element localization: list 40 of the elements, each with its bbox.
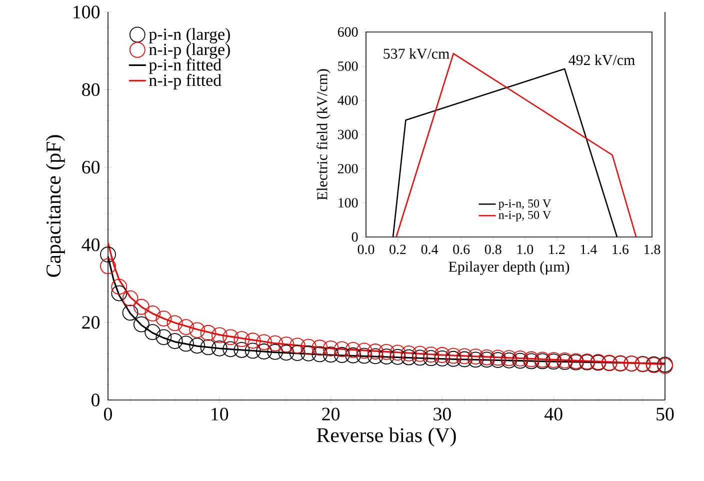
- legend-label: n-i-p, 50 V: [498, 210, 552, 222]
- x-tick-label: 40: [544, 408, 562, 420]
- y-tick-label: 80: [82, 83, 100, 96]
- x-tick-label: 1.0: [517, 244, 534, 254]
- legend-label: n-i-p fitted: [149, 74, 222, 90]
- y-tick-label: 0: [92, 394, 100, 406]
- y-tick-label: 100: [338, 198, 358, 208]
- annotation: 492 kV/cm: [568, 54, 635, 66]
- x-tick-label: 1.4: [580, 244, 597, 254]
- x-tick-label: 20: [322, 408, 340, 420]
- x-tick-label: 0: [104, 408, 112, 420]
- x-tick-label: 10: [212, 408, 228, 420]
- annotation: 537 kV/cm: [384, 48, 450, 59]
- y-tick-label: 20: [82, 316, 100, 329]
- y-axis-title: Electric field (kV/cm): [316, 69, 330, 200]
- y-tick-label: 600: [338, 27, 358, 37]
- x-tick-label: 50: [656, 408, 674, 420]
- y-tick-label: 100: [74, 6, 100, 18]
- y-tick-label: 400: [338, 96, 358, 106]
- x-tick-label: 30: [434, 408, 451, 420]
- x-tick-label: 1.2: [549, 244, 565, 254]
- x-tick-label: 1.8: [644, 244, 660, 254]
- y-axis-title: Capacitance (pF): [46, 135, 65, 277]
- legend-label: p-i-n fitted: [148, 58, 222, 74]
- y-tick-label: 300: [338, 130, 358, 140]
- x-tick-label: 0.0: [358, 244, 374, 254]
- x-axis-title: Epilayer depth (µm): [448, 261, 570, 275]
- x-tick-label: 1.6: [612, 244, 629, 254]
- x-axis-title: Reverse bias (V): [316, 428, 456, 446]
- y-tick-label: 200: [338, 164, 358, 174]
- legend-label: n-i-p (large): [149, 43, 230, 59]
- x-tick-label: 0.4: [421, 244, 438, 254]
- x-tick-label: 0.8: [484, 244, 502, 254]
- legend-label: p-i-n, 50 V: [498, 199, 552, 210]
- x-tick-label: 0.6: [453, 244, 470, 254]
- legend-label: p-i-n (large): [148, 28, 230, 44]
- y-tick-label: 500: [338, 61, 358, 71]
- x-tick-label: 0.2: [390, 244, 406, 254]
- y-tick-label: 60: [82, 160, 100, 174]
- y-tick-label: 0: [352, 232, 358, 242]
